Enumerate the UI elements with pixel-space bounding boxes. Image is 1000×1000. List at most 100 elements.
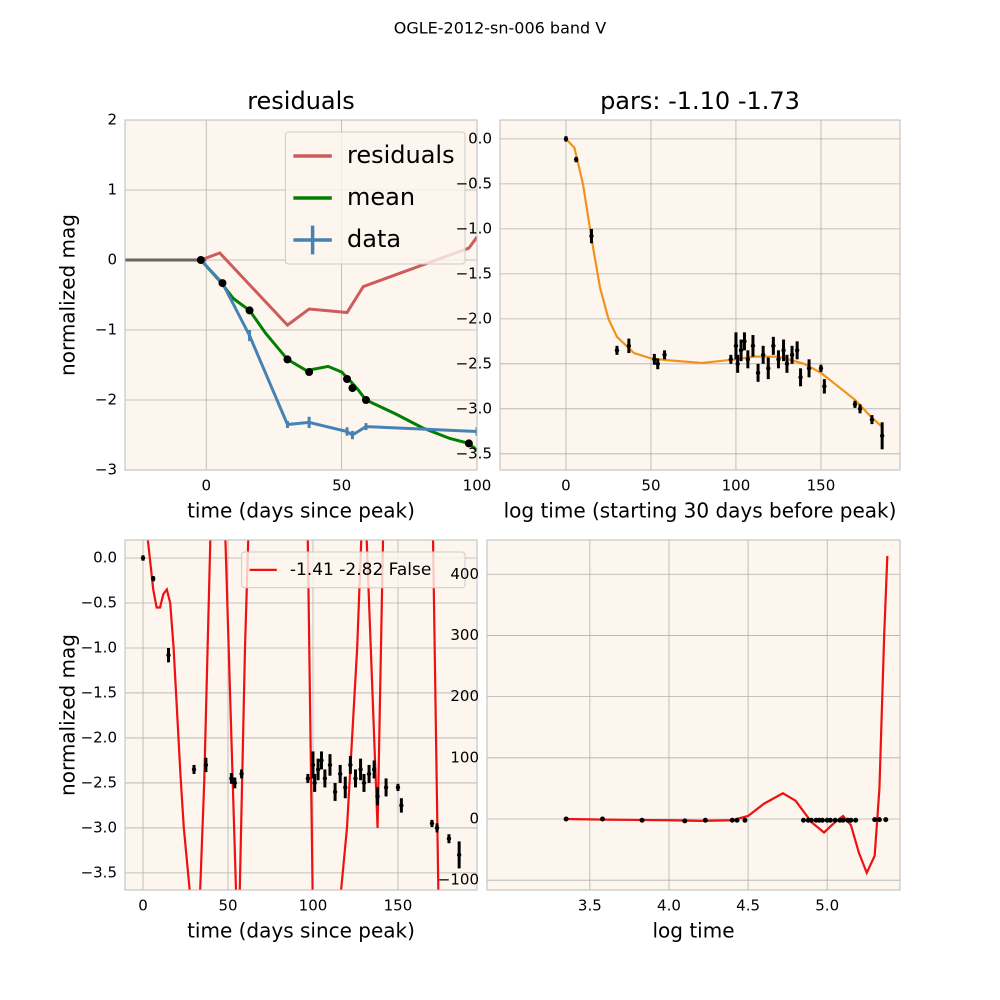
series-line: [199, 258, 477, 452]
data-point: [361, 396, 370, 404]
y-tick-label: 1: [107, 181, 117, 199]
data-point: [879, 433, 885, 439]
plot-area: [500, 120, 900, 470]
data-point: [614, 348, 620, 353]
data-point: [789, 352, 795, 358]
series-line: [565, 138, 883, 428]
x-axis-label: time (days since peak): [187, 499, 415, 523]
data-point: [760, 352, 766, 358]
data-point: [738, 348, 744, 353]
panel: 3.5 4.0 4.5 5.0 −100 0 100 200 300 400 log time: [438, 539, 901, 943]
data-point: [151, 576, 156, 581]
data-point: [869, 417, 875, 422]
data-point: [353, 776, 358, 781]
data-point: [319, 758, 324, 763]
legend-box: [284, 131, 466, 265]
data-point: [232, 780, 237, 786]
y-tick-label: 2: [107, 111, 117, 129]
data-layer: [140, 540, 462, 890]
data-point: [794, 348, 800, 353]
figure-title: OGLE-2012-sn-006 band V: [394, 19, 607, 38]
data-point: [140, 555, 146, 561]
data-point: [446, 836, 452, 841]
data-point: [343, 785, 348, 790]
data-point: [662, 352, 667, 358]
axes-frame: [124, 119, 478, 471]
data-point: [735, 361, 740, 367]
y-tick-label: −2.0: [81, 728, 117, 746]
data-point: [327, 762, 333, 768]
data-point: [563, 136, 569, 142]
x-axis-label: log time (starting 30 days before peak): [504, 499, 897, 523]
legend-label: mean: [347, 183, 415, 211]
x-tick-label: 50: [332, 477, 351, 495]
data-point: [652, 357, 657, 362]
data-point: [600, 816, 606, 822]
data-point: [395, 785, 401, 790]
y-tick-label: −1.5: [81, 683, 117, 701]
data-point: [798, 375, 803, 380]
y-tick-label: −1.5: [456, 264, 492, 282]
y-tick-label: −3.5: [81, 863, 117, 881]
data-point: [853, 817, 859, 823]
y-tick-label: 0.0: [468, 129, 492, 147]
x-tick-label: 0: [561, 477, 571, 495]
legend: -1.41 -2.82 False: [241, 551, 466, 589]
data-point: [322, 776, 328, 781]
data-point: [806, 366, 812, 371]
data-point: [819, 817, 825, 823]
data-point: [348, 384, 357, 393]
x-tick-label: 100: [722, 477, 751, 495]
legend: residuals mean data: [284, 131, 466, 265]
data-point: [366, 771, 372, 777]
y-tick-label: −1: [95, 321, 117, 339]
data-point: [218, 279, 227, 288]
x-tick-label: 50: [641, 477, 660, 495]
data-point: [429, 821, 435, 826]
x-tick-label: 100: [463, 477, 492, 495]
y-tick-label: −3.0: [81, 818, 117, 836]
data-point: [750, 343, 756, 349]
data-point: [872, 817, 878, 823]
axes-title: pars: -1.10 -1.73: [600, 87, 800, 115]
data-point: [655, 361, 660, 367]
data-point: [358, 767, 363, 772]
data-point: [283, 355, 292, 364]
data-point: [573, 157, 579, 162]
data-point: [733, 343, 739, 349]
data-point: [848, 817, 854, 823]
y-tick-label: −2.5: [81, 773, 117, 791]
axes-frame: [499, 119, 901, 471]
data-point: [755, 370, 761, 376]
data-point: [729, 817, 735, 823]
data-point: [337, 771, 343, 777]
data-point: [239, 771, 244, 777]
y-tick-label: −1.0: [456, 219, 492, 237]
data-point: [563, 816, 569, 822]
x-tick-label: 3.5: [578, 897, 602, 915]
data-point: [876, 817, 882, 823]
axes-frame: [486, 539, 901, 891]
data-point: [745, 357, 751, 362]
data-point: [742, 817, 748, 823]
data-point: [332, 789, 338, 795]
data-point: [343, 375, 352, 383]
y-tick-label: 0: [107, 251, 117, 269]
data-point: [166, 652, 171, 658]
x-axis-label: time (days since peak): [187, 919, 415, 943]
y-tick-label: 0.0: [93, 548, 117, 566]
legend-box: [241, 551, 466, 589]
data-point: [383, 785, 389, 790]
data-point: [771, 343, 776, 349]
data-point: [456, 852, 462, 858]
x-tick-label: 100: [299, 897, 328, 915]
y-tick-label: −2.5: [456, 354, 492, 372]
x-tick-label: 5.0: [815, 897, 839, 915]
y-tick-label: −3.5: [456, 444, 492, 462]
data-point: [464, 439, 473, 448]
data-point: [371, 767, 377, 772]
data-layer: [563, 555, 889, 876]
data-point: [191, 767, 197, 772]
x-tick-label: 50: [218, 897, 237, 915]
